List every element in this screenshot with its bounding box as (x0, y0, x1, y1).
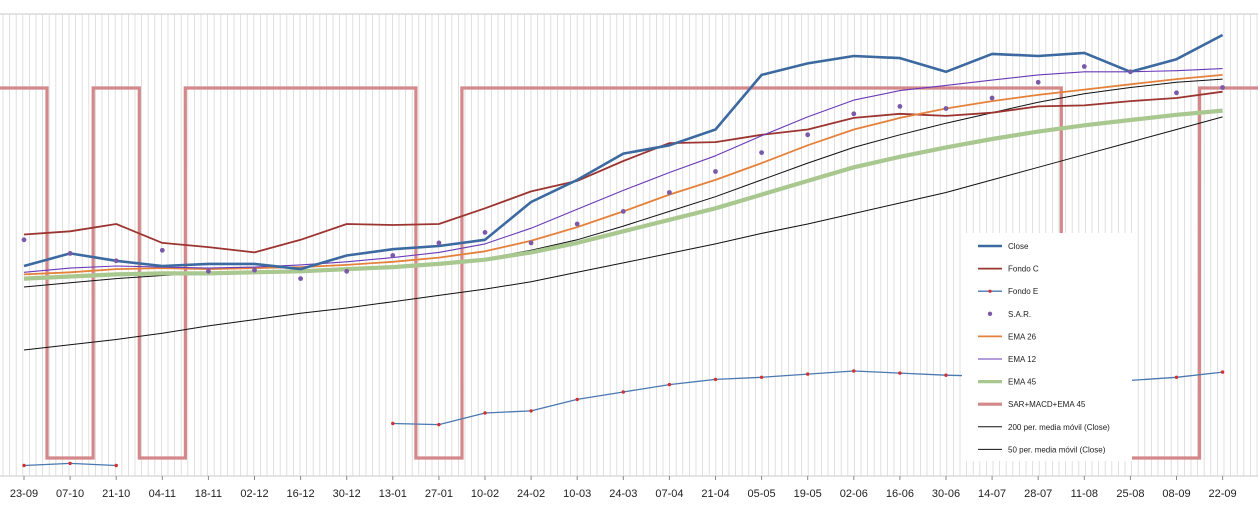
fondo-e-point (713, 377, 718, 382)
sar-point (943, 106, 949, 111)
sar-point (67, 251, 73, 256)
sar-point (759, 150, 764, 156)
fondo-e-point (391, 421, 395, 426)
x-tick-label: 24-02 (517, 488, 545, 500)
x-tick-label: 10-03 (563, 488, 591, 500)
fondo-e-point (852, 369, 856, 373)
sar-point (897, 104, 903, 109)
sar-point (1081, 64, 1087, 69)
chart-legend: Close Fondo C Fondo E S.A.R. EMA 26 EMA 12 EMA… (962, 233, 1132, 461)
x-tick-label: 23-09 (10, 488, 38, 500)
x-tick-label: 02-12 (240, 488, 268, 500)
sar-point (1174, 90, 1179, 96)
series-line-fondo-c (23, 90, 1223, 254)
fondo-e-point (483, 411, 487, 415)
sar-point (713, 169, 718, 174)
sar-point (989, 95, 995, 101)
legend-label: SAR+MACD+EMA 45 (1008, 400, 1086, 409)
sar-point (805, 132, 811, 138)
sar-point (574, 221, 580, 227)
x-tick-label: 02-06 (840, 488, 868, 500)
x-tick-label: 22-09 (1209, 488, 1237, 500)
x-tick-label: 28-07 (1024, 488, 1052, 500)
legend-label: Close (1008, 242, 1029, 251)
sar-point (113, 258, 119, 264)
x-tick-label: 05-05 (748, 488, 776, 500)
x-tick-label: 19-05 (794, 488, 822, 500)
fondo-e-point (1174, 375, 1179, 379)
x-tick-label: 16-06 (886, 488, 914, 500)
sar-point (298, 276, 303, 281)
legend-label: EMA 26 (1008, 332, 1037, 341)
sar-point (252, 267, 257, 273)
x-tick-label: 27-01 (425, 488, 453, 500)
x-tick-label: 13-01 (379, 488, 407, 500)
sar-point (1128, 69, 1133, 75)
legend-label: EMA 45 (1008, 378, 1037, 387)
fondo-e-point (437, 422, 441, 427)
legend-swatch-marker (988, 289, 992, 293)
fondo-e-point (759, 375, 764, 379)
x-tick-label: 24-03 (609, 488, 637, 500)
legend-label: 200 per. media móvil (Close) (1008, 423, 1110, 432)
x-tick-label: 04-11 (149, 488, 176, 500)
legend-label: EMA 12 (1008, 355, 1037, 364)
legend-label: 50 per. media móvil (Close) (1008, 445, 1106, 454)
series-line-ema-12 (23, 68, 1223, 273)
x-axis: 23-09 07-10 21-10 04-11 18-11 02-12 16-12 30-12… (10, 476, 1237, 500)
sar-point (482, 230, 488, 235)
fondo-e-point (22, 463, 26, 468)
series-line-200-per-media-m-vil-close (23, 116, 1223, 351)
chart-series-layer (0, 33, 1258, 468)
legend-label: Fondo C (1008, 265, 1039, 274)
x-tick-label: 14-07 (978, 488, 1006, 500)
fondo-e-point (621, 390, 625, 394)
fondo-e-point (898, 371, 902, 375)
sar-point (21, 237, 27, 243)
sar-point (851, 111, 857, 117)
fondo-e-point (944, 373, 948, 377)
x-tick-label: 07-04 (655, 488, 683, 500)
series-line-ema-45 (23, 108, 1223, 281)
x-tick-label: 10-02 (471, 488, 499, 500)
x-tick-label: 11-08 (1071, 488, 1098, 500)
fondo-e-point (1220, 370, 1225, 374)
x-tick-label: 08-09 (1162, 488, 1190, 500)
sar-point (620, 209, 626, 214)
sar-point (159, 247, 165, 253)
fondo-e-point (575, 397, 579, 402)
legend-label: Fondo E (1008, 287, 1038, 296)
sar-point (390, 253, 396, 258)
legend-box (962, 233, 1132, 461)
legend-label: S.A.R. (1008, 310, 1031, 319)
chart-gridlines (0, 13, 1258, 477)
sar-point (436, 240, 442, 246)
series-line-close (23, 33, 1224, 271)
legend-swatch (987, 311, 993, 316)
x-tick-label: 25-08 (1116, 488, 1144, 500)
fondo-e-point (529, 409, 533, 413)
fondo-e-point (806, 372, 810, 376)
sar-point (667, 190, 672, 195)
fondo-e-point (68, 461, 72, 466)
sar-point (1035, 79, 1041, 85)
sar-point (1220, 85, 1225, 90)
x-tick-label: 30-06 (932, 488, 960, 500)
sar-point (344, 268, 350, 274)
x-tick-label: 18-11 (195, 488, 222, 500)
x-tick-label: 07-10 (56, 488, 84, 500)
x-tick-label: 16-12 (287, 488, 315, 500)
x-tick-label: 30-12 (333, 488, 361, 500)
fondo-e-point (114, 463, 118, 468)
x-tick-label: 21-04 (701, 488, 729, 500)
x-tick-label: 21-10 (102, 488, 130, 500)
fondo-e-point (667, 382, 672, 387)
sar-point (528, 240, 534, 246)
sar-point (206, 268, 211, 274)
